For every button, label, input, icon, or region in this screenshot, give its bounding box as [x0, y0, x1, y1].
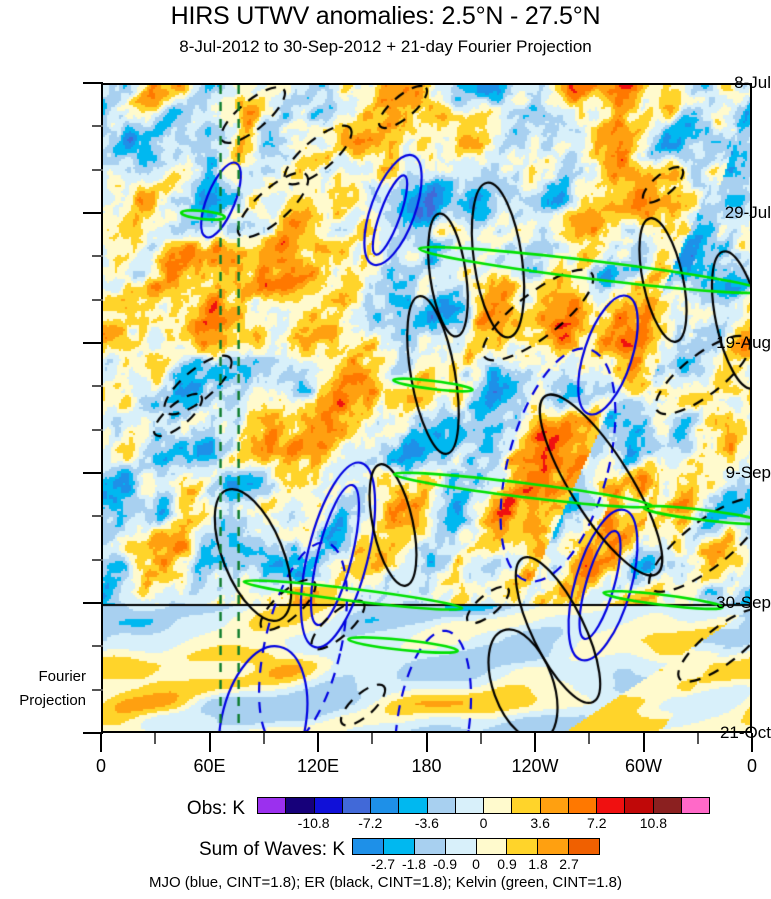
colorbar-swatch — [475, 839, 507, 854]
y-tick-minor — [92, 125, 103, 128]
colorbar-swatch — [511, 798, 540, 813]
colorbar-tick-label: -7.2 — [358, 815, 383, 831]
y-tick-minor — [92, 168, 103, 171]
colorbar-tick-label: 1.8 — [528, 856, 548, 872]
colorbar-swatch — [506, 839, 538, 854]
x-axis-label: 180 — [411, 756, 442, 776]
y-tick-minor — [92, 428, 103, 431]
colorbar-swatch — [680, 798, 709, 813]
colorbar-swatch — [341, 798, 370, 813]
colorbar-swatch — [285, 798, 314, 813]
y-tick-major — [83, 82, 103, 84]
colorbar-swatch — [258, 798, 286, 813]
colorbar-swatch — [313, 798, 342, 813]
page-title: HIRS UTWV anomalies: 2.5°N - 27.5°N — [170, 2, 601, 30]
y-tick-major — [83, 472, 103, 474]
colorbar-swatch — [382, 839, 414, 854]
fourier-projection-label-line2: Projection — [19, 692, 86, 709]
x-tick-minor — [371, 733, 374, 744]
y-tick-minor — [92, 298, 103, 301]
wave-overlay-canvas — [103, 85, 750, 731]
colorbar-tick-label: -3.6 — [414, 815, 439, 831]
colorbar-waves-label: Sum of Waves: K — [198, 839, 345, 860]
colorbar-tick-label: 0 — [472, 856, 480, 872]
y-tick-major — [83, 602, 103, 604]
colorbar-tick-label: 10.8 — [639, 815, 667, 831]
colorbar-tick-label: 0 — [479, 815, 488, 831]
colorbar-swatch — [652, 798, 681, 813]
colorbar-swatch — [624, 798, 653, 813]
x-axis-label: 0 — [746, 756, 758, 776]
y-tick-major — [83, 342, 103, 344]
x-tick-major — [642, 733, 645, 752]
x-tick-minor — [262, 733, 265, 744]
colorbar-tick-label: 7.2 — [587, 815, 607, 831]
x-tick-major — [317, 733, 319, 752]
x-axis-label: 60W — [624, 756, 663, 776]
colorbar-tick-label: 2.7 — [559, 856, 579, 872]
colorbar-tick-label: -2.7 — [370, 856, 396, 872]
colorbar-swatch — [398, 798, 427, 813]
page-subtitle: 8-Jul-2012 to 30-Sep-2012 + 21-day Fouri… — [179, 37, 592, 56]
x-axis-label: 60E — [193, 756, 226, 776]
colorbar-tick-label: -10.8 — [297, 815, 330, 831]
colorbar-swatch — [454, 798, 483, 813]
colorbar-tick-label: -0.9 — [432, 856, 458, 872]
x-tick-minor — [479, 733, 482, 744]
y-axis-label: 29-Jul — [724, 203, 771, 222]
x-tick-major — [751, 733, 753, 752]
y-tick-major — [83, 732, 103, 734]
colorbar-swatch — [539, 798, 568, 813]
y-tick-minor — [92, 515, 103, 518]
y-tick-major — [83, 212, 103, 214]
colorbar-tick-label: -1.8 — [401, 856, 427, 872]
y-axis-label: 8-Jul — [734, 73, 771, 92]
x-axis-label: 120E — [296, 756, 340, 776]
x-tick-major — [534, 733, 536, 752]
x-axis-label: 120W — [511, 756, 559, 776]
y-tick-minor — [92, 558, 103, 561]
colorbar-tick-label: 0.9 — [497, 856, 517, 872]
x-tick-minor — [696, 733, 699, 744]
x-tick-major — [100, 733, 102, 752]
colorbar-swatch — [537, 839, 569, 854]
y-axis-label: 19-Aug — [716, 333, 771, 352]
overlay-legend-caption: MJO (blue, CINT=1.8); ER (black, CINT=1.… — [148, 874, 623, 891]
colorbar-swatch — [413, 839, 445, 854]
x-tick-minor — [588, 733, 591, 744]
y-tick-minor — [92, 645, 103, 648]
colorbar-swatch — [444, 839, 476, 854]
colorbar-tick-label: 3.6 — [530, 815, 550, 831]
y-axis-label: 21-Oct — [719, 723, 771, 742]
colorbar-swatch — [568, 839, 599, 854]
colorbar-obs — [257, 797, 710, 814]
y-tick-minor — [92, 255, 103, 258]
colorbar-swatch — [370, 798, 399, 813]
x-tick-minor — [154, 733, 157, 744]
hovmoller-plot-area — [101, 83, 752, 733]
y-tick-minor — [92, 688, 103, 691]
colorbar-obs-label: Obs: K — [186, 798, 245, 819]
y-axis-label: 9-Sep — [725, 463, 771, 482]
colorbar-waves — [352, 838, 600, 855]
colorbar-swatch — [353, 839, 383, 854]
colorbar-swatch — [567, 798, 596, 813]
colorbar-swatch — [426, 798, 455, 813]
fourier-projection-label-line1: Fourier — [38, 668, 86, 685]
x-axis-label: 0 — [95, 756, 107, 776]
colorbar-swatch — [483, 798, 512, 813]
colorbar-swatch — [596, 798, 625, 813]
x-tick-major — [208, 733, 211, 752]
y-tick-minor — [92, 385, 103, 388]
x-tick-major — [425, 733, 428, 752]
y-axis-label: 30-Sep — [716, 593, 771, 612]
